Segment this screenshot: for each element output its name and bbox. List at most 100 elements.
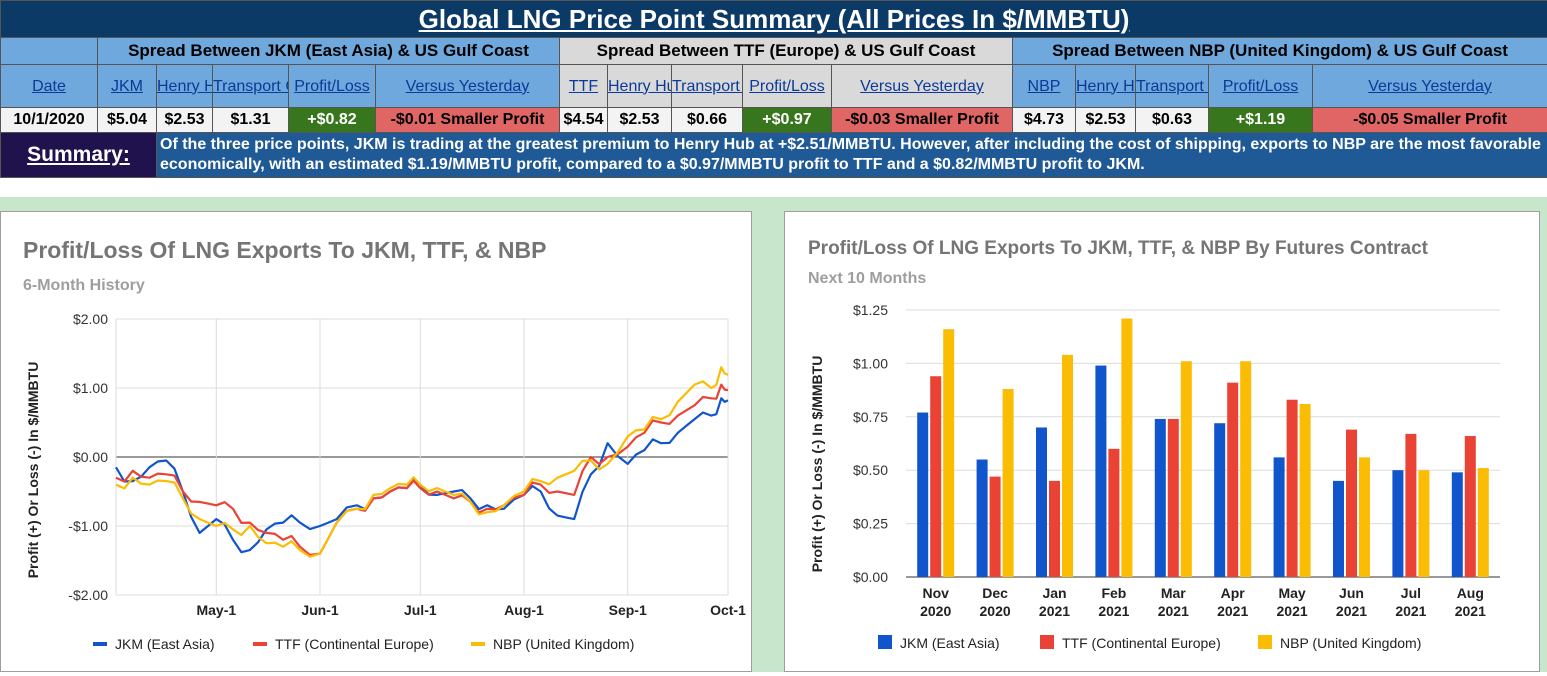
col-header-henry-hub[interactable]: Henry Hub xyxy=(1076,65,1136,108)
bar xyxy=(1287,400,1298,577)
col-header-nbp[interactable]: NBP xyxy=(1013,65,1076,108)
col-header-versus-yesterday[interactable]: Versus Yesterday xyxy=(376,65,560,108)
legend-swatch xyxy=(1040,635,1054,649)
bar xyxy=(917,413,928,577)
legend-swatch xyxy=(1258,635,1272,649)
cell-profit-loss: +$0.97 xyxy=(743,108,832,133)
x-tick-label: Oct-1 xyxy=(710,602,746,618)
col-header-jkm[interactable]: JKM xyxy=(98,65,157,108)
bar xyxy=(1452,472,1463,577)
y-tick-label: -$1.00 xyxy=(68,518,108,534)
line-chart-ylabel: Profit (+) Or Loss (-) In $/MMBTU xyxy=(25,362,41,579)
cell-versus-yesterday: -$0.01 Smaller Profit xyxy=(376,108,560,133)
cell-henry-hub: $2.53 xyxy=(1076,108,1136,133)
y-tick-label: $0.75 xyxy=(853,409,888,425)
cell-transport-cost: $0.63 xyxy=(1136,108,1209,133)
x-tick-label: Mar xyxy=(1161,585,1186,601)
col-header-transport-cost[interactable]: Transport Cost xyxy=(1136,65,1209,108)
x-tick-label: Jul xyxy=(1401,585,1421,601)
bar-chart-title: Profit/Loss Of LNG Exports To JKM, TTF, … xyxy=(808,238,1429,259)
bar xyxy=(1478,468,1489,577)
x-tick-label-year: 2021 xyxy=(1336,603,1367,619)
x-tick-label: Aug-1 xyxy=(504,602,544,618)
bar xyxy=(1227,383,1238,577)
bar xyxy=(1359,457,1370,577)
price-summary-table: Global LNG Price Point Summary (All Pric… xyxy=(0,0,1547,178)
cell-henry-hub: $2.53 xyxy=(157,108,213,133)
series-line xyxy=(116,367,728,556)
col-header-profit-loss[interactable]: Profit/Loss xyxy=(1209,65,1313,108)
group-header-ttf: Spread Between TTF (Europe) & US Gulf Co… xyxy=(560,38,1013,65)
page-title: Global LNG Price Point Summary (All Pric… xyxy=(1,1,1547,38)
bar xyxy=(1346,430,1357,577)
bar xyxy=(1405,434,1416,577)
col-header-versus-yesterday[interactable]: Versus Yesterday xyxy=(832,65,1013,108)
bar xyxy=(1300,404,1311,577)
y-tick-label: $1.00 xyxy=(853,355,888,371)
legend-label: TTF (Continental Europe) xyxy=(275,636,434,652)
group-header-blank xyxy=(1,38,98,65)
bar xyxy=(943,329,954,577)
legend-label: NBP (United Kingdom) xyxy=(1280,635,1421,651)
col-header-transport-cost[interactable]: Transport Cost xyxy=(672,65,743,108)
panel-gap-right xyxy=(1540,211,1547,672)
y-tick-label: $0.25 xyxy=(853,516,888,532)
x-tick-label: Jul-1 xyxy=(404,602,437,618)
y-tick-label: $2.00 xyxy=(73,311,108,327)
y-tick-label: -$2.00 xyxy=(68,587,108,603)
bar xyxy=(977,460,988,577)
x-tick-label-year: 2021 xyxy=(1277,603,1308,619)
y-tick-label: $0.50 xyxy=(853,462,888,478)
legend-label: JKM (East Asia) xyxy=(115,636,215,652)
x-tick-label-year: 2021 xyxy=(1039,603,1070,619)
legend-label: TTF (Continental Europe) xyxy=(1062,635,1221,651)
x-tick-label-year: 2020 xyxy=(980,603,1011,619)
section-divider xyxy=(0,197,1547,211)
cell-versus-yesterday: -$0.03 Smaller Profit xyxy=(832,108,1013,133)
bar xyxy=(1240,361,1251,577)
x-tick-label-year: 2021 xyxy=(1395,603,1426,619)
bar xyxy=(1392,470,1403,577)
bar-chart-subtitle: Next 10 Months xyxy=(808,270,926,287)
col-header-versus-yesterday[interactable]: Versus Yesterday xyxy=(1313,65,1547,108)
legend-label: NBP (United Kingdom) xyxy=(493,636,634,652)
x-tick-label: Dec xyxy=(982,585,1008,601)
summary-text: Of the three price points, JKM is tradin… xyxy=(157,133,1547,178)
bar xyxy=(1095,366,1106,577)
group-header-nbp: Spread Between NBP (United Kingdom) & US… xyxy=(1013,38,1547,65)
bar xyxy=(1418,470,1429,577)
x-tick-label: Nov xyxy=(922,585,949,601)
series-line xyxy=(116,385,728,555)
bar xyxy=(1155,419,1166,577)
summary-label: Summary: xyxy=(1,133,157,178)
x-tick-label: May-1 xyxy=(196,602,236,618)
y-tick-label: $0.00 xyxy=(853,569,888,585)
bar xyxy=(1214,423,1225,577)
col-header-profit-loss[interactable]: Profit/Loss xyxy=(289,65,376,108)
line-chart-panel: Profit/Loss Of LNG Exports To JKM, TTF, … xyxy=(0,211,752,672)
series-line xyxy=(116,398,728,552)
col-header-transport-cost[interactable]: Transport Cost xyxy=(213,65,289,108)
bar-chart-panel: Profit/Loss Of LNG Exports To JKM, TTF, … xyxy=(784,211,1540,672)
col-header-profit-loss[interactable]: Profit/Loss xyxy=(743,65,832,108)
line-chart-title: Profit/Loss Of LNG Exports To JKM, TTF, … xyxy=(23,237,546,263)
col-header-henry-hub[interactable]: Henry Hub xyxy=(608,65,672,108)
x-tick-label: Jan xyxy=(1042,585,1066,601)
line-chart-subtitle: 6-Month History xyxy=(23,277,145,294)
x-tick-label: Jun-1 xyxy=(301,602,339,618)
legend-label: JKM (East Asia) xyxy=(900,635,1000,651)
x-tick-label: Aug xyxy=(1457,585,1484,601)
col-header-date[interactable]: Date xyxy=(1,65,98,108)
cell-ttf-price: $4.54 xyxy=(560,108,608,133)
bar xyxy=(1274,457,1285,577)
col-header-ttf[interactable]: TTF xyxy=(560,65,608,108)
y-tick-label: $1.25 xyxy=(853,302,888,318)
x-tick-label: Feb xyxy=(1101,585,1126,601)
bar xyxy=(1333,481,1344,577)
x-tick-label-year: 2021 xyxy=(1098,603,1129,619)
cell-jkm-price: $5.04 xyxy=(98,108,157,133)
bar xyxy=(930,376,941,577)
x-tick-label: Apr xyxy=(1221,585,1246,601)
x-tick-label: Jun xyxy=(1339,585,1364,601)
col-header-henry-hub[interactable]: Henry Hub xyxy=(157,65,213,108)
